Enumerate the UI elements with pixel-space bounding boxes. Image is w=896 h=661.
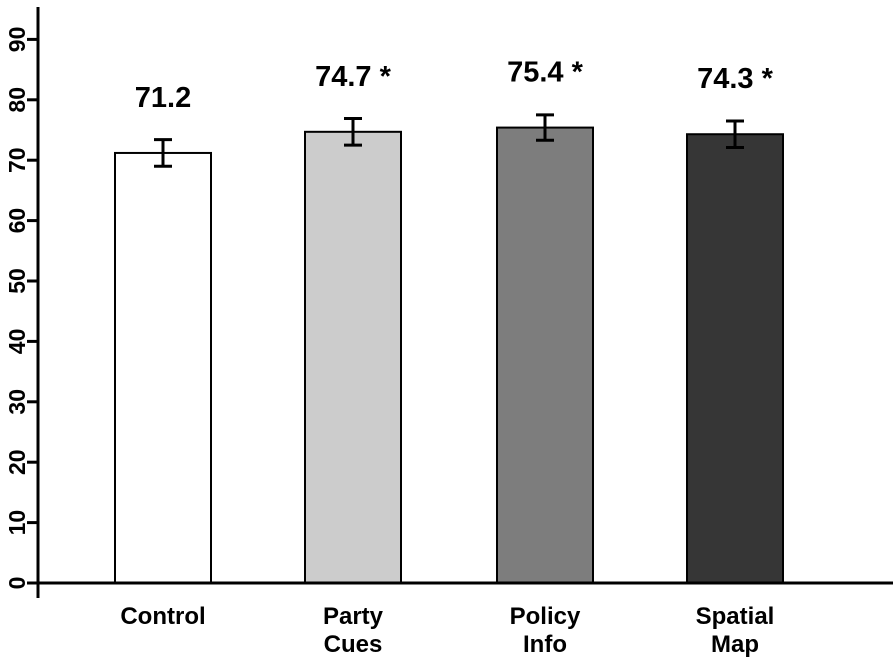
bar-policy-info bbox=[496, 126, 594, 584]
y-tick-label-50: 50 bbox=[4, 268, 30, 294]
value-label-party-cues: 74.7 * bbox=[315, 61, 391, 93]
y-tick-label-10: 10 bbox=[4, 510, 30, 536]
y-tick-label-70: 70 bbox=[4, 147, 30, 173]
y-tick-label-90: 90 bbox=[4, 27, 30, 53]
value-label-control: 71.2 bbox=[135, 82, 191, 114]
bar-party-cues bbox=[304, 130, 402, 584]
category-label-party-cues-line2: Cues bbox=[324, 631, 383, 658]
bar-spatial-map bbox=[686, 133, 784, 584]
category-label-party-cues-line1: Party bbox=[323, 603, 384, 630]
category-label-spatial-map-line2: Map bbox=[711, 631, 759, 658]
y-tick-label-60: 60 bbox=[4, 208, 30, 234]
y-tick-label-40: 40 bbox=[4, 329, 30, 355]
bar-control bbox=[114, 151, 212, 584]
y-tick-label-20: 20 bbox=[4, 449, 30, 475]
y-tick-label-80: 80 bbox=[4, 87, 30, 113]
y-tick-label-0: 0 bbox=[4, 577, 30, 590]
y-tick-label-30: 30 bbox=[4, 389, 30, 415]
value-label-policy-info: 75.4 * bbox=[507, 57, 583, 89]
category-label-spatial-map-line1: Spatial bbox=[696, 603, 775, 630]
category-label-policy-info-line2: Info bbox=[523, 631, 567, 658]
value-label-spatial-map: 74.3 * bbox=[697, 63, 773, 95]
category-label-control-line1: Control bbox=[120, 603, 205, 630]
category-label-policy-info-line1: Policy bbox=[510, 603, 581, 630]
